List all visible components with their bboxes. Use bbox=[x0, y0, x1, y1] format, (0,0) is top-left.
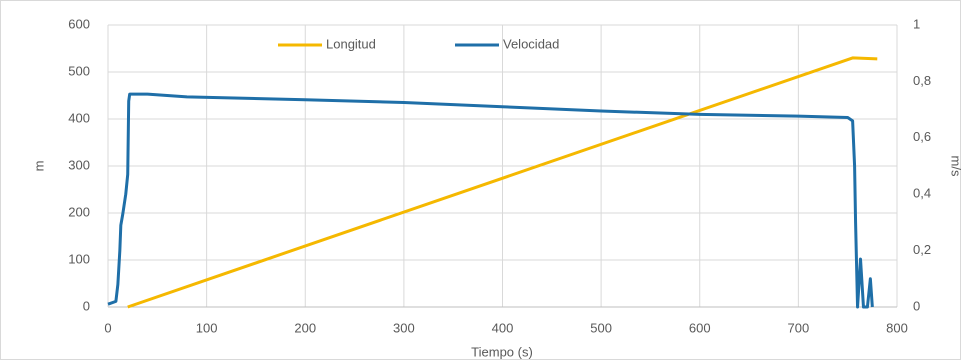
y2-tick-label: 0,6 bbox=[913, 129, 931, 144]
y-tick-label: 0 bbox=[83, 298, 90, 313]
y-tick-label: 400 bbox=[68, 110, 90, 125]
y-tick-label: 600 bbox=[68, 16, 90, 31]
y-tick-label: 200 bbox=[68, 204, 90, 219]
x-tick-label: 600 bbox=[689, 320, 711, 335]
legend-label: Velocidad bbox=[503, 36, 559, 51]
x-tick-label: 800 bbox=[886, 320, 908, 335]
y-tick-label: 300 bbox=[68, 157, 90, 172]
y2-axis-label: m/s bbox=[949, 156, 961, 177]
y2-tick-label: 0,8 bbox=[913, 73, 931, 88]
y-axis-label: m bbox=[31, 161, 46, 172]
y2-tick-label: 0 bbox=[913, 298, 920, 313]
x-tick-label: 400 bbox=[492, 320, 514, 335]
y-tick-label: 100 bbox=[68, 251, 90, 266]
x-tick-label: 100 bbox=[196, 320, 218, 335]
series-line bbox=[127, 56, 878, 309]
legend-label: Longitud bbox=[326, 36, 376, 51]
x-tick-label: 0 bbox=[104, 320, 111, 335]
x-tick-label: 700 bbox=[788, 320, 810, 335]
series-line bbox=[107, 92, 874, 309]
x-tick-label: 200 bbox=[294, 320, 316, 335]
y2-tick-label: 0,2 bbox=[913, 242, 931, 257]
y2-tick-label: 0,4 bbox=[913, 186, 931, 201]
y-tick-label: 500 bbox=[68, 63, 90, 78]
y2-tick-label: 1 bbox=[913, 16, 920, 31]
x-tick-label: 300 bbox=[393, 320, 415, 335]
x-axis-label: Tiempo (s) bbox=[471, 344, 533, 359]
x-tick-label: 500 bbox=[590, 320, 612, 335]
